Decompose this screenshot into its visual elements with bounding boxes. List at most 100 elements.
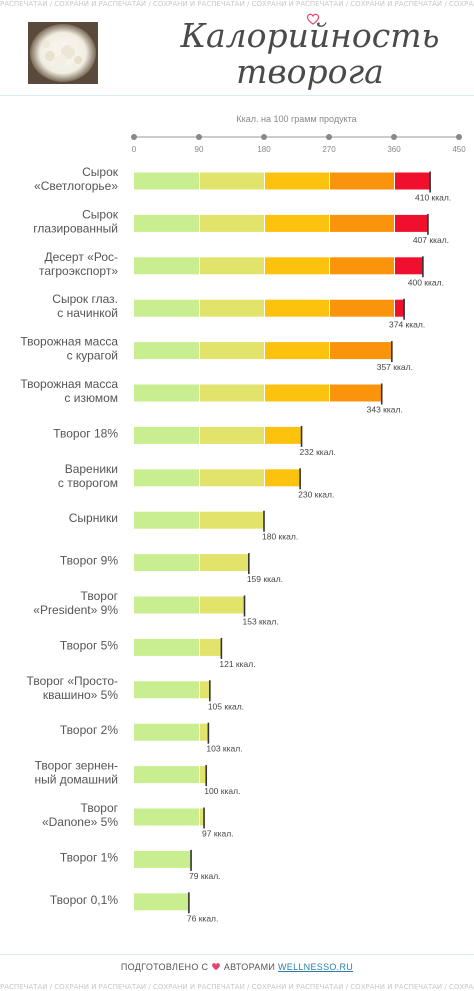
bar-segment bbox=[134, 172, 199, 190]
category-label: Творог зернен- bbox=[35, 759, 118, 773]
category-label: Творожная масса bbox=[20, 377, 118, 391]
bar-value-label: 105 ккал. bbox=[208, 701, 244, 711]
bar-segment bbox=[265, 469, 301, 487]
bar-segment bbox=[200, 723, 209, 741]
bar-value-label: 159 ккал. bbox=[247, 574, 283, 584]
footer-divider bbox=[0, 954, 474, 955]
bar-segment bbox=[200, 426, 264, 444]
bar-value-label: 343 ккал. bbox=[367, 405, 403, 415]
bar-segment bbox=[134, 511, 199, 529]
header-divider bbox=[0, 95, 474, 96]
category-label: ный домашний bbox=[34, 773, 118, 787]
bar-segment bbox=[330, 384, 382, 402]
category-label: Творожная масса bbox=[20, 335, 118, 349]
bar-segment bbox=[395, 299, 405, 317]
x-axis-tick-dot bbox=[391, 134, 397, 140]
category-label: Творог bbox=[81, 589, 119, 603]
cottage-cheese-photo bbox=[28, 22, 98, 84]
bar-segment bbox=[134, 257, 199, 275]
bar-segment bbox=[330, 299, 394, 317]
x-axis-tick-label: 270 bbox=[322, 145, 336, 154]
bar-segment bbox=[200, 384, 264, 402]
category-label: с начинкой bbox=[57, 306, 118, 320]
bar-segment bbox=[265, 257, 329, 275]
bar-value-label: 407 ккал. bbox=[413, 235, 449, 245]
category-label: Творог 0,1% bbox=[50, 893, 118, 907]
category-label: Творог 18% bbox=[53, 426, 118, 440]
category-label: Творог 2% bbox=[60, 723, 118, 737]
bar-segment bbox=[200, 638, 222, 656]
bar-segment bbox=[200, 511, 264, 529]
category-label: Десерт «Рос- bbox=[44, 250, 118, 264]
bottom-watermark-banner: РАСПЕЧАТАЙ / СОХРАНИ И РАСПЕЧАТАЙ / СОХР… bbox=[0, 983, 474, 991]
bar-segment bbox=[134, 638, 199, 656]
category-label: глазированный bbox=[33, 221, 118, 235]
category-label: Вареники bbox=[65, 462, 118, 476]
bar-segment bbox=[200, 469, 264, 487]
category-label: «Светлогорье» bbox=[34, 179, 118, 193]
category-label: с курагой bbox=[67, 349, 118, 363]
bar-value-label: 76 ккал. bbox=[187, 913, 219, 923]
bar-value-label: 400 ккал. bbox=[408, 277, 444, 287]
bar-value-label: 121 ккал. bbox=[219, 659, 255, 669]
bar-segment bbox=[134, 214, 199, 232]
bar-segment bbox=[200, 554, 249, 572]
category-label: с изюмом bbox=[64, 391, 118, 405]
bar-segment bbox=[134, 384, 199, 402]
bar-segment bbox=[134, 426, 199, 444]
x-axis-tick-label: 360 bbox=[387, 145, 401, 154]
footer-website-link[interactable]: WELLNESSO.RU bbox=[277, 962, 354, 972]
category-label: Творог 1% bbox=[60, 850, 118, 864]
bar-segment bbox=[395, 257, 423, 275]
bar-segment bbox=[134, 342, 199, 360]
category-label: Сырок bbox=[82, 165, 119, 179]
bar-segment bbox=[265, 426, 302, 444]
bar-value-label: 374 ккал. bbox=[389, 320, 425, 330]
category-label: Сырок bbox=[82, 207, 119, 221]
bar-value-label: 410 ккал. bbox=[415, 193, 451, 203]
bar-segment bbox=[200, 342, 264, 360]
bar-segment bbox=[265, 299, 329, 317]
bar-value-label: 230 ккал. bbox=[298, 489, 334, 499]
category-label: Творог 9% bbox=[60, 554, 118, 568]
bar-segment bbox=[134, 766, 199, 784]
x-axis-tick-dot bbox=[196, 134, 202, 140]
category-label: Творог bbox=[81, 801, 119, 815]
chart-subtitle: Ккал. на 100 грамм продукта bbox=[236, 114, 356, 124]
bar-segment bbox=[134, 808, 199, 826]
bar-value-label: 153 ккал. bbox=[243, 617, 279, 627]
bar-segment bbox=[395, 214, 428, 232]
bar-segment bbox=[330, 214, 394, 232]
bar-segment bbox=[134, 850, 192, 868]
bar-segment bbox=[134, 299, 199, 317]
x-axis-tick-dot bbox=[326, 134, 332, 140]
bar-value-label: 97 ккал. bbox=[202, 829, 234, 839]
bar-segment bbox=[395, 172, 431, 190]
x-axis-tick-label: 90 bbox=[195, 145, 204, 154]
footer-prefix: ПОДГОТОВЛЕНО С bbox=[120, 962, 209, 972]
bar-segment bbox=[200, 681, 210, 699]
bar-segment bbox=[200, 214, 264, 232]
bar-segment bbox=[330, 342, 392, 360]
bar-segment bbox=[134, 723, 199, 741]
x-axis-tick-dot bbox=[456, 134, 462, 140]
category-label: «President» 9% bbox=[33, 603, 118, 617]
calorie-bar-chart: Ккал. на 100 грамм продукта 0 90 180 270 360 4… bbox=[20, 114, 466, 923]
title-line-1: Калорийность bbox=[180, 16, 440, 55]
category-label: «Danone» 5% bbox=[42, 815, 118, 829]
footer-middle: АВТОРАМИ bbox=[223, 962, 276, 972]
bar-segment bbox=[134, 681, 199, 699]
x-axis-tick-label: 450 bbox=[452, 145, 466, 154]
bar-value-label: 232 ккал. bbox=[300, 447, 336, 457]
category-label: Творог «Просто- bbox=[27, 674, 118, 688]
bar-segment bbox=[265, 384, 329, 402]
bar-value-label: 100 ккал. bbox=[204, 786, 240, 796]
bar-segment bbox=[265, 342, 329, 360]
bar-value-label: 357 ккал. bbox=[377, 362, 413, 372]
bar-value-label: 103 ккал. bbox=[206, 744, 242, 754]
bar-segment bbox=[265, 214, 329, 232]
x-axis-tick-dot bbox=[131, 134, 137, 140]
bar-segment bbox=[200, 808, 205, 826]
x-axis-tick-label: 0 bbox=[132, 145, 137, 154]
bar-segment bbox=[330, 257, 394, 275]
